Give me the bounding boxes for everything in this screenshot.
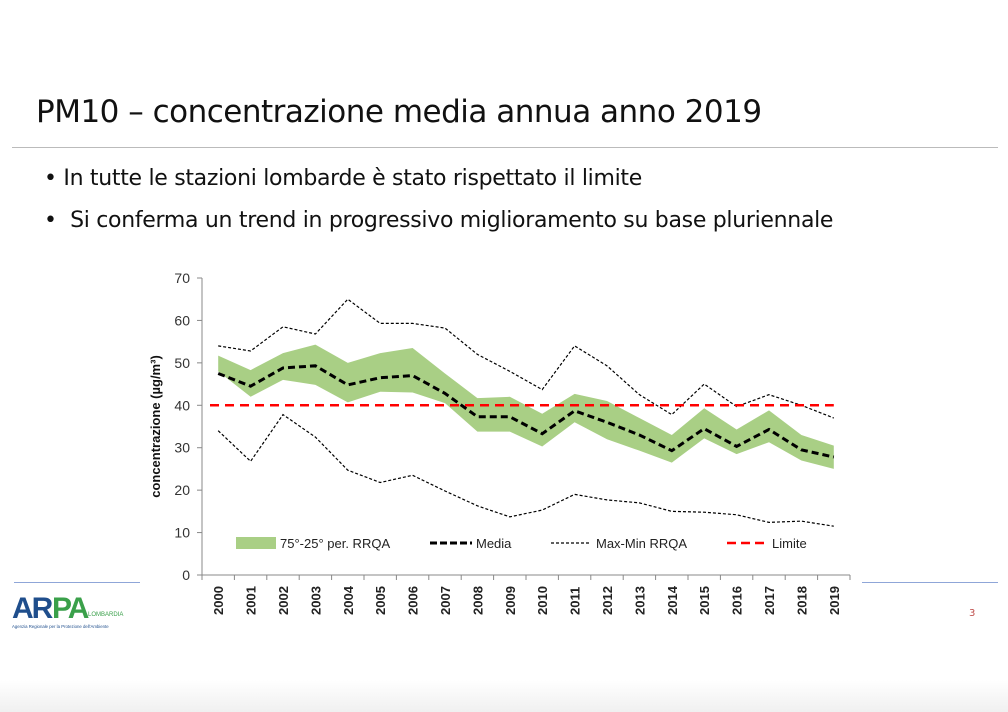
x-tick-label: 2007 — [438, 586, 453, 615]
svg-text:PA: PA — [52, 592, 89, 625]
percentile-band — [218, 344, 834, 469]
x-tick-label: 2004 — [341, 585, 356, 615]
x-tick-label: 2008 — [470, 586, 485, 615]
min-line — [217, 413, 834, 527]
x-tick-label: 2002 — [276, 586, 291, 615]
bullet-text: Si conferma un trend in progressivo migl… — [70, 208, 834, 233]
x-tick-label: 2009 — [503, 586, 518, 615]
legend-label-media: Media — [476, 536, 512, 551]
legend-label-maxmin: Max-Min RRQA — [596, 536, 687, 551]
x-tick-label: 2014 — [665, 585, 680, 615]
media-line — [217, 364, 835, 459]
svg-text:Agenzia Regionale per la Prote: Agenzia Regionale per la Protezione dell… — [12, 624, 109, 629]
x-tick-label: 2012 — [600, 586, 615, 615]
page-number: 3 — [969, 608, 976, 619]
x-tick-label: 2001 — [244, 586, 259, 615]
y-tick-label: 60 — [174, 312, 190, 328]
y-tick-label: 40 — [174, 397, 190, 413]
x-tick-label: 2015 — [697, 586, 712, 615]
bullet-text: In tutte le stazioni lombarde è stato ri… — [63, 166, 642, 191]
x-tick-label: 2011 — [568, 587, 583, 615]
x-tick-label: 2010 — [535, 586, 550, 615]
svg-text:AR: AR — [12, 592, 54, 625]
x-tick-label: 2003 — [308, 586, 323, 615]
x-tick-label: 2006 — [406, 586, 421, 615]
title-divider — [12, 147, 998, 148]
x-tick-label: 2018 — [794, 586, 809, 615]
svg-text:LOMBARDIA: LOMBARDIA — [88, 612, 123, 618]
x-tick-label: 2000 — [211, 586, 226, 615]
legend-label-limite: Limite — [772, 536, 807, 551]
y-tick-label: 20 — [174, 482, 190, 498]
arpa-logo: AR PA LOMBARDIA Agenzia Regionale per la… — [12, 592, 123, 629]
max-line — [218, 298, 835, 419]
y-tick-label: 30 — [174, 440, 190, 456]
x-tick-label: 2005 — [373, 586, 388, 615]
slide-title: PM10 – concentrazione media annua anno 2… — [36, 94, 762, 130]
footer-line-left — [14, 582, 140, 583]
y-tick-label: 10 — [174, 525, 190, 541]
legend-swatch-band — [236, 537, 276, 549]
x-tick-label: 2017 — [762, 586, 777, 615]
y-tick-label: 0 — [182, 567, 190, 583]
x-tick-label: 2016 — [730, 586, 745, 615]
y-tick-label: 70 — [174, 270, 190, 286]
legend-label-band: 75°-25° per. RRQA — [280, 536, 390, 551]
x-tick-label: 2019 — [827, 586, 842, 615]
bullet-2: • Si conferma un trend in progressivo mi… — [44, 208, 834, 233]
y-axis-label: concentrazione (µg/m³) — [148, 355, 163, 498]
y-tick-label: 50 — [174, 355, 190, 371]
footer-line-right — [862, 582, 998, 583]
x-tick-label: 2013 — [632, 586, 647, 615]
bullet-1: • In tutte le stazioni lombarde è stato … — [44, 166, 642, 191]
bottom-shadow — [0, 680, 1008, 712]
